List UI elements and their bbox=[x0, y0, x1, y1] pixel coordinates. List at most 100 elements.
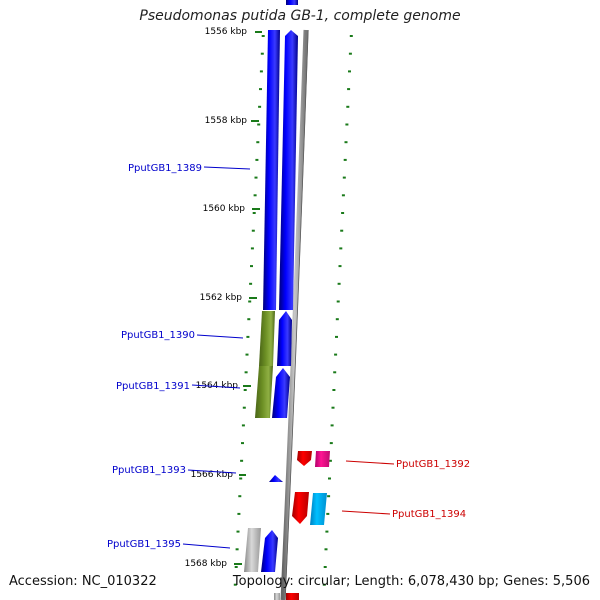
minor-tick-left bbox=[244, 371, 248, 374]
minor-tick-right bbox=[324, 548, 328, 551]
tick-ruler-left bbox=[233, 35, 265, 586]
minor-tick-left bbox=[256, 141, 260, 144]
scale-labels: 1556 kbp 1558 kbp 1560 kbp 1562 kbp 1564… bbox=[185, 27, 248, 569]
gene-label-1391[interactable]: PputGB1_1391 bbox=[116, 381, 190, 392]
gene-label-1395[interactable]: PputGB1_1395 bbox=[107, 539, 181, 550]
leader-1390 bbox=[196, 334, 244, 339]
scale-ticks bbox=[234, 31, 262, 565]
minor-tick-right bbox=[325, 530, 329, 533]
minor-tick-right bbox=[334, 353, 338, 356]
scale-label-1568: 1568 kbp bbox=[185, 559, 228, 569]
topology-text: Topology: circular; Length: 6,078,430 bp… bbox=[232, 574, 590, 589]
leader-1394 bbox=[341, 510, 391, 515]
gene-pputgb1-1395[interactable] bbox=[244, 528, 278, 572]
minor-tick-left bbox=[245, 353, 249, 356]
scale-label-1560: 1560 kbp bbox=[203, 204, 246, 214]
bottom-feature-stub-red bbox=[286, 593, 299, 600]
gene-label-1392[interactable]: PputGB1_1392 bbox=[396, 459, 470, 470]
minor-tick-left bbox=[258, 105, 262, 108]
minor-tick-left bbox=[237, 512, 241, 515]
minor-tick-right bbox=[348, 52, 352, 55]
minor-tick-left bbox=[240, 459, 244, 462]
minor-tick-left bbox=[261, 35, 265, 37]
gene-pputgb1-1394[interactable] bbox=[292, 492, 327, 525]
gene-1395-cds-track bbox=[244, 528, 261, 572]
minor-tick-right bbox=[327, 495, 331, 498]
minor-tick-right bbox=[332, 389, 336, 391]
minor-tick-right bbox=[341, 212, 345, 214]
minor-tick-right bbox=[329, 442, 333, 445]
minor-tick-left bbox=[235, 548, 239, 551]
minor-tick-left bbox=[241, 442, 244, 445]
minor-tick-right bbox=[336, 300, 340, 303]
minor-tick-right bbox=[346, 105, 350, 108]
leader-1395 bbox=[182, 543, 231, 549]
top-feature-stub bbox=[286, 0, 298, 5]
minor-tick-left bbox=[259, 70, 263, 73]
minor-tick-right bbox=[333, 371, 337, 374]
leader-1389 bbox=[203, 166, 251, 170]
leader-1392 bbox=[345, 460, 395, 465]
gene-labels: PputGB1_1389 PputGB1_1390 PputGB1_1391 P… bbox=[107, 163, 470, 550]
minor-tick-left bbox=[249, 282, 253, 285]
minor-tick-left bbox=[233, 583, 237, 586]
minor-tick-right bbox=[344, 141, 348, 144]
minor-tick-right bbox=[345, 123, 349, 126]
minor-tick-left bbox=[255, 158, 259, 161]
minor-tick-right bbox=[340, 229, 344, 232]
gene-1392-gene-track bbox=[297, 451, 312, 466]
minor-tick-left bbox=[239, 477, 243, 480]
gene-label-1390[interactable]: PputGB1_1390 bbox=[121, 330, 195, 341]
gene-label-1393[interactable]: PputGB1_1393 bbox=[112, 465, 186, 476]
bottom-feature-stub-grey bbox=[274, 593, 280, 600]
scale-label-1562: 1562 kbp bbox=[200, 293, 243, 303]
map-title: Pseudomonas putida GB-1, complete genome bbox=[139, 8, 461, 24]
minor-tick-left bbox=[246, 335, 250, 338]
gene-pputgb1-1392[interactable] bbox=[297, 451, 330, 467]
minor-tick-right bbox=[342, 176, 346, 179]
minor-tick-left bbox=[254, 176, 258, 179]
leader-1393 bbox=[187, 469, 237, 474]
minor-tick-left bbox=[253, 194, 257, 197]
minor-tick-left bbox=[251, 229, 255, 232]
minor-tick-left bbox=[252, 212, 256, 214]
minor-tick-right bbox=[331, 406, 335, 409]
minor-tick-left bbox=[247, 318, 251, 321]
minor-tick-right bbox=[341, 194, 345, 197]
minor-tick-right bbox=[343, 158, 347, 161]
minor-tick-left bbox=[243, 389, 247, 391]
gene-label-1394[interactable]: PputGB1_1394 bbox=[392, 509, 466, 520]
minor-tick-left bbox=[242, 406, 246, 409]
minor-tick-right bbox=[326, 512, 330, 515]
gene-pputgb1-1393[interactable] bbox=[269, 475, 283, 482]
scale-label-1566: 1566 kbp bbox=[191, 470, 234, 480]
leader-lines bbox=[182, 166, 395, 549]
minor-tick-left bbox=[234, 566, 238, 568]
gene-pputgb1-1390[interactable] bbox=[259, 311, 292, 366]
gene-1390-gene-track bbox=[277, 311, 292, 366]
gene-1394-gene-track bbox=[292, 492, 309, 524]
gene-pputgb1-1391[interactable] bbox=[255, 366, 290, 418]
gene-pputgb1-1389[interactable] bbox=[263, 30, 298, 310]
minor-tick-right bbox=[349, 35, 353, 37]
minor-tick-left bbox=[259, 88, 262, 91]
genome-backbone bbox=[280, 29, 309, 600]
minor-tick-right bbox=[323, 566, 327, 568]
gene-1391-cds-track bbox=[255, 366, 273, 418]
minor-tick-left bbox=[257, 123, 261, 126]
minor-tick-right bbox=[335, 335, 338, 338]
minor-tick-left bbox=[236, 530, 240, 533]
minor-tick-left bbox=[238, 495, 242, 498]
minor-tick-left bbox=[241, 424, 245, 427]
scale-label-1556: 1556 kbp bbox=[205, 27, 248, 37]
minor-tick-left bbox=[260, 52, 264, 55]
minor-tick-right bbox=[339, 247, 343, 250]
minor-tick-left bbox=[248, 300, 252, 303]
gene-label-1389[interactable]: PputGB1_1389 bbox=[128, 163, 202, 174]
minor-tick-right bbox=[322, 583, 326, 586]
minor-tick-right bbox=[328, 477, 331, 480]
gene-1391-gene-track bbox=[272, 368, 290, 418]
minor-tick-right bbox=[347, 88, 351, 91]
minor-tick-right bbox=[328, 459, 332, 462]
